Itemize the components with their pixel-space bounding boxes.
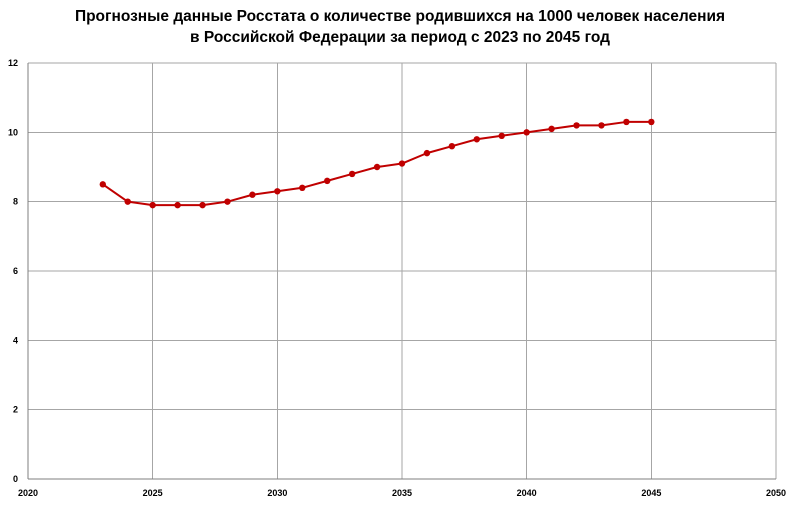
- data-point: [299, 184, 306, 191]
- x-tick-label: 2040: [517, 488, 537, 498]
- axis-layer: [27, 63, 776, 480]
- data-point: [498, 132, 505, 139]
- chart-title-line-2: в Российской Федерации за период с 2023 …: [190, 29, 610, 46]
- data-point: [174, 201, 181, 209]
- data-point: [224, 198, 231, 205]
- x-tick-label: 2045: [641, 488, 661, 498]
- y-tick-label: 10: [8, 127, 18, 137]
- y-tick-label: 2: [13, 405, 18, 415]
- data-point: [124, 198, 131, 205]
- data-point: [199, 201, 206, 209]
- data-point: [473, 136, 480, 143]
- data-point: [274, 188, 281, 195]
- grid-layer: [28, 62, 777, 479]
- data-point: [648, 118, 655, 126]
- x-tick-label: 2050: [766, 488, 786, 498]
- data-point: [548, 125, 555, 133]
- x-tick-label: 2030: [267, 488, 287, 498]
- data-point: [149, 201, 156, 209]
- data-point: [573, 122, 580, 129]
- data-point: [99, 181, 107, 188]
- chart-title-line-1: Прогнозные данные Росстата о количестве …: [74, 8, 726, 25]
- data-point: [623, 118, 630, 126]
- data-point: [523, 129, 530, 136]
- data-point: [348, 170, 356, 178]
- y-tick-label: 8: [13, 197, 18, 207]
- label-layer: 0 2 4 6 8 10 12 2020 2025 2030 2035 2040 2045 2050: [8, 58, 786, 498]
- series-line: [101, 120, 653, 207]
- x-tick-label: 2020: [18, 488, 38, 498]
- data-point: [448, 143, 456, 150]
- data-point: [249, 191, 256, 198]
- data-point: [598, 122, 605, 129]
- x-tick-label: 2025: [143, 488, 163, 498]
- y-tick-label: 6: [13, 266, 18, 276]
- y-tick-label: 4: [13, 335, 18, 345]
- y-tick-label: 0: [13, 474, 18, 484]
- data-point: [373, 163, 381, 171]
- series-layer: [99, 118, 655, 209]
- chart-title: Прогнозные данные Росстата о количестве …: [0, 6, 800, 48]
- data-point: [423, 149, 431, 157]
- data-point: [398, 160, 406, 167]
- data-point: [324, 177, 331, 185]
- x-tick-label: 2035: [392, 488, 412, 498]
- y-tick-label: 12: [8, 58, 18, 68]
